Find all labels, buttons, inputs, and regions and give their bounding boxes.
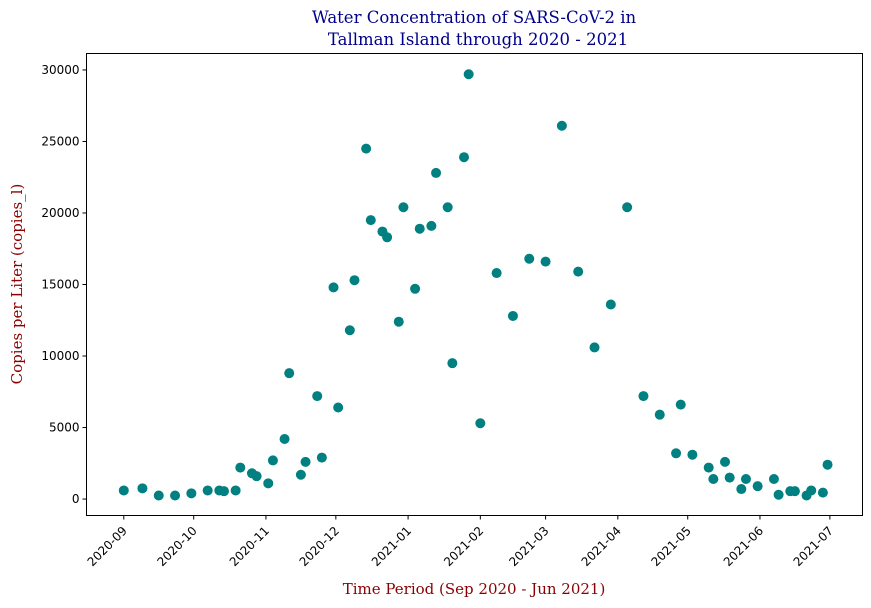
data-point xyxy=(736,484,747,495)
x-tick-label: 2021-02 xyxy=(441,524,486,569)
data-point xyxy=(414,223,425,234)
data-point xyxy=(393,316,404,327)
data-point xyxy=(230,485,241,496)
data-point xyxy=(186,488,197,499)
data-point xyxy=(507,310,518,321)
data-point xyxy=(773,489,784,500)
x-tick-label: 2020-09 xyxy=(85,524,130,569)
chart-title-line-2: Tallman Island through 2020 - 2021 xyxy=(328,30,628,49)
data-point xyxy=(459,152,470,163)
chart-title-line-1: Water Concentration of SARS-CoV-2 in xyxy=(312,8,637,27)
y-axis: 0 5000 10000 15000 20000 25000 30000 xyxy=(41,63,87,506)
x-tick-label: 2021-07 xyxy=(791,524,836,569)
data-point xyxy=(752,481,763,492)
data-point xyxy=(605,299,616,310)
data-point xyxy=(312,391,323,402)
data-point xyxy=(431,167,442,178)
y-tick-label: 30000 xyxy=(41,63,79,77)
x-axis: 2020-09 2020-10 2020-11 2020-12 2021-01 2021-… xyxy=(85,515,836,569)
data-point xyxy=(295,469,306,480)
data-point xyxy=(263,478,274,489)
y-tick-label: 0 xyxy=(72,492,80,506)
x-tick-label: 2021-03 xyxy=(506,524,551,569)
data-point xyxy=(724,472,735,483)
data-point xyxy=(768,474,779,485)
data-point xyxy=(333,402,344,413)
data-point xyxy=(279,433,290,444)
data-point xyxy=(524,253,535,264)
data-point xyxy=(822,459,833,470)
y-tick-label: 15000 xyxy=(41,278,79,292)
x-tick-label: 2021-06 xyxy=(721,524,766,569)
data-point xyxy=(202,485,213,496)
x-axis-label: Time Period (Sep 2020 - Jun 2021) xyxy=(343,580,606,598)
data-points xyxy=(118,69,833,501)
data-point xyxy=(573,266,584,277)
x-tick-label: 2021-01 xyxy=(369,524,414,569)
data-point xyxy=(654,409,665,420)
data-point xyxy=(789,486,800,497)
data-point xyxy=(344,325,355,336)
data-point xyxy=(720,456,731,467)
chart-title: Water Concentration of SARS-CoV-2 in Tal… xyxy=(312,8,637,49)
data-point xyxy=(361,143,372,154)
y-tick-label: 25000 xyxy=(41,134,79,148)
data-point xyxy=(556,120,567,131)
data-point xyxy=(426,220,437,231)
data-point xyxy=(365,215,376,226)
data-point xyxy=(153,490,164,501)
data-point xyxy=(137,483,148,494)
data-point xyxy=(638,391,649,402)
data-point xyxy=(251,471,262,482)
y-tick-label: 20000 xyxy=(41,206,79,220)
x-tick-label: 2021-05 xyxy=(648,524,693,569)
data-point xyxy=(349,275,360,286)
data-point xyxy=(218,486,229,497)
data-point xyxy=(316,452,327,463)
data-point xyxy=(463,69,474,80)
x-tick-label: 2020-10 xyxy=(154,524,199,569)
data-point xyxy=(398,202,409,213)
data-point xyxy=(687,449,698,460)
data-point xyxy=(235,462,246,473)
data-point xyxy=(284,368,295,379)
data-point xyxy=(170,490,181,501)
data-point xyxy=(118,485,129,496)
data-point xyxy=(675,399,686,410)
data-point xyxy=(540,256,551,267)
y-tick-label: 10000 xyxy=(41,349,79,363)
data-point xyxy=(703,462,714,473)
data-point xyxy=(806,485,817,496)
data-point xyxy=(475,418,486,429)
data-point xyxy=(622,202,633,213)
x-tick-label: 2020-12 xyxy=(297,524,342,569)
data-point xyxy=(817,487,828,498)
data-point xyxy=(589,342,600,353)
data-point xyxy=(671,448,682,459)
plot-area-frame xyxy=(86,53,863,516)
data-point xyxy=(442,202,453,213)
data-point xyxy=(300,456,311,467)
x-tick-label: 2021-04 xyxy=(579,524,624,569)
data-point xyxy=(410,283,421,294)
data-point xyxy=(267,455,278,466)
data-point xyxy=(447,358,458,369)
data-point xyxy=(740,474,751,485)
data-point xyxy=(382,232,393,243)
data-point xyxy=(491,268,502,279)
y-tick-label: 5000 xyxy=(49,421,80,435)
x-tick-label: 2020-11 xyxy=(227,524,272,569)
data-point xyxy=(328,282,339,293)
y-axis-label: Copies per Liter (copies_l) xyxy=(8,184,26,385)
data-point xyxy=(708,474,719,485)
